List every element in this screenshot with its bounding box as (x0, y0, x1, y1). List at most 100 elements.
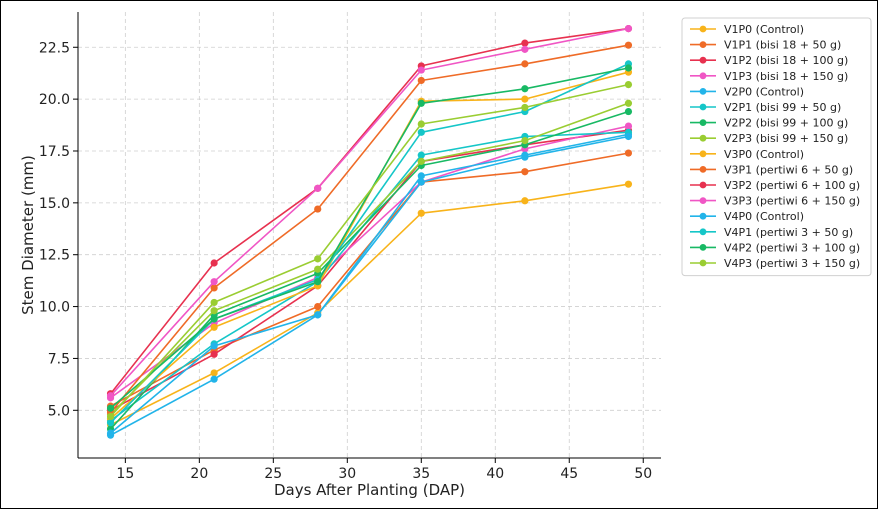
legend-label: V2P3 (bisi 99 + 150 g) (724, 132, 848, 145)
data-point (521, 197, 529, 205)
legend-item: V4P0 (Control) (690, 210, 804, 223)
x-tick-label: 50 (634, 466, 652, 482)
legend-label: V1P1 (bisi 18 + 50 g) (724, 39, 841, 52)
x-axis-title: Days After Planting (DAP) (274, 481, 465, 499)
series-lines (106, 24, 633, 439)
legend-label: V1P3 (bisi 18 + 150 g) (724, 70, 848, 83)
series-v4p2 (106, 64, 633, 412)
data-point (521, 137, 529, 145)
series-line (110, 131, 629, 422)
legend-label: V3P3 (pertiwi 6 + 150 g) (724, 195, 860, 208)
legend-marker (699, 197, 707, 205)
data-point (417, 120, 425, 128)
series-line (110, 135, 629, 434)
y-axis-title: Stem Diameter (mm) (19, 155, 37, 315)
data-point (624, 81, 633, 89)
data-point (521, 168, 529, 176)
legend-marker (699, 88, 707, 95)
legend-label: V1P0 (Control) (724, 23, 804, 36)
data-point (624, 64, 633, 72)
x-tick-label: 20 (190, 466, 208, 482)
data-point (106, 419, 115, 427)
data-point (417, 157, 425, 165)
legend-item: V3P3 (pertiwi 6 + 150 g) (690, 195, 860, 208)
series-v3p2 (106, 24, 633, 398)
data-point (521, 153, 529, 161)
series-v3p1 (106, 41, 633, 416)
legend-marker (699, 166, 707, 173)
x-tick-label: 30 (338, 466, 356, 482)
data-point (314, 311, 322, 319)
data-point (624, 24, 633, 33)
x-tick-label: 45 (560, 466, 578, 482)
data-point (210, 350, 218, 358)
legend-item: V1P0 (Control) (690, 23, 804, 36)
legend-label: V4P2 (pertiwi 3 + 100 g) (724, 241, 860, 254)
data-point (521, 85, 529, 93)
legend-item: V1P1 (bisi 18 + 50 g) (690, 39, 841, 52)
data-point (417, 99, 425, 107)
data-point (314, 255, 322, 263)
legend-marker (699, 212, 707, 220)
data-point (521, 45, 529, 53)
legend-marker (699, 244, 707, 251)
legend-marker (699, 259, 707, 267)
series-line (110, 133, 629, 436)
legend: V1P0 (Control) V1P1 (bisi 18 + 50 g) V1P2 … (681, 17, 872, 277)
legend-marker (699, 150, 707, 158)
y-tick-label: 22.5 (39, 40, 70, 56)
legend-label: V2P0 (Control) (724, 85, 804, 98)
data-point (417, 172, 425, 180)
data-point (417, 151, 425, 159)
y-tick-label: 5.0 (48, 403, 70, 419)
data-point (210, 284, 218, 292)
series-line (110, 83, 629, 418)
data-point (624, 122, 633, 130)
legend-item: V2P2 (bisi 99 + 100 g) (690, 117, 848, 130)
x-tick-label: 40 (486, 466, 504, 482)
series-line (110, 110, 629, 430)
data-point (314, 302, 322, 311)
legend-item: V2P1 (bisi 99 + 50 g) (690, 101, 841, 114)
data-point (417, 66, 425, 74)
legend-item: V4P3 (pertiwi 3 + 150 g) (690, 257, 860, 270)
legend-marker (699, 134, 707, 142)
data-point (210, 259, 218, 267)
series-v3p3 (106, 24, 633, 400)
x-tick-label: 15 (116, 466, 134, 482)
legend-item: V3P2 (pertiwi 6 + 100 g) (690, 179, 860, 192)
data-point (106, 404, 115, 412)
legend-box (681, 17, 872, 277)
data-point (314, 184, 322, 192)
data-point (314, 205, 322, 213)
y-tick-label: 12.5 (39, 248, 70, 264)
data-point (106, 412, 115, 421)
y-tick-label: 15.0 (39, 196, 70, 212)
data-point (210, 369, 218, 377)
series-line (110, 102, 629, 415)
series-line (109, 27, 629, 395)
data-point (210, 342, 218, 350)
data-point (210, 323, 218, 331)
data-point (210, 298, 218, 307)
data-point (417, 76, 425, 85)
legend-label: V4P0 (Control) (724, 210, 804, 223)
data-point (210, 307, 218, 315)
legend-label: V2P1 (bisi 99 + 50 g) (724, 101, 841, 114)
legend-marker (699, 72, 707, 80)
data-point (314, 265, 322, 273)
data-point (521, 39, 529, 47)
data-point (210, 375, 218, 383)
legend-label: V3P0 (Control) (724, 148, 804, 161)
data-point (417, 128, 425, 136)
series-line (109, 44, 629, 413)
legend-item: V2P0 (Control) (690, 85, 804, 98)
data-point (106, 429, 115, 437)
y-tick-label: 7.5 (48, 351, 70, 367)
series-v4p0 (106, 132, 633, 437)
data-point (624, 180, 633, 188)
data-point (521, 95, 529, 103)
series-v2p2 (106, 107, 633, 433)
legend-item: V2P3 (bisi 99 + 150 g) (690, 132, 848, 145)
legend-label: V1P2 (bisi 18 + 100 g) (724, 54, 848, 67)
